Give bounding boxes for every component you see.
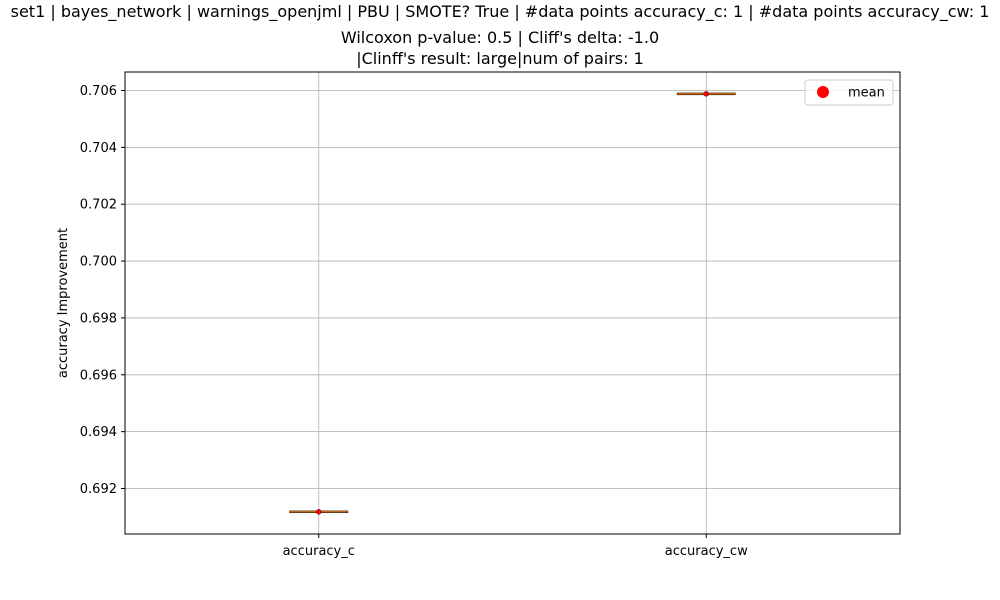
y-tick-label: 0.694 — [80, 425, 117, 440]
mean-marker-accuracy_c — [316, 509, 322, 515]
legend-frame — [804, 79, 894, 106]
y-tick-label: 0.706 — [80, 84, 117, 99]
grid-layer — [125, 72, 900, 534]
chart-title-line-3: |Clinff's result: large|num of pairs: 1 — [356, 49, 644, 68]
box-layer — [289, 91, 736, 515]
legend-mean-marker — [817, 86, 829, 98]
mean-marker-accuracy_cw — [703, 91, 709, 97]
y-tick-label: 0.700 — [80, 255, 117, 270]
y-tick-label: 0.702 — [80, 198, 117, 213]
y-tick-label: 0.704 — [80, 141, 117, 156]
chart-title-line-2: Wilcoxon p-value: 0.5 | Cliff's delta: -… — [340, 28, 660, 47]
chart-title-line-1: set1 | bayes_network | warnings_openjml … — [10, 2, 990, 21]
y-tick-label: 0.696 — [80, 368, 117, 383]
x-tick-label: accuracy_cw — [665, 544, 748, 559]
y-ticks: 0.692 0.694 0.696 0.698 0.700 0.702 0.704 0.706 — [80, 84, 125, 497]
plot-frame — [124, 71, 901, 535]
y-axis-label: accuracy Improvement — [56, 228, 71, 378]
y-tick-label: 0.692 — [80, 482, 117, 497]
y-tick-label: 0.698 — [80, 311, 117, 326]
x-ticks: accuracy_c accuracy_cw — [283, 534, 748, 559]
x-tick-label: accuracy_c — [283, 544, 355, 559]
legend-mean-label: mean — [848, 86, 885, 101]
legend: mean — [804, 79, 894, 106]
